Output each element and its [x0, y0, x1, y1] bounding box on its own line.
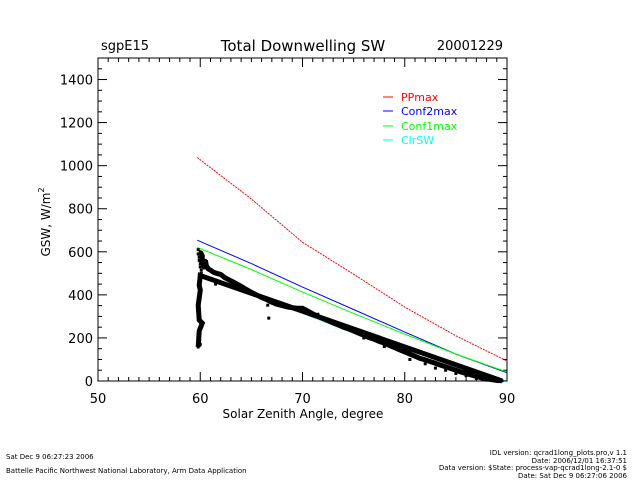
date-label: 20001229 — [437, 39, 503, 54]
y-tick-label: 1000 — [60, 160, 93, 175]
scatter-point — [198, 265, 202, 269]
x-tick-label: 80 — [396, 392, 413, 407]
footer-right-idl-date: Date: 2006/12/01 16:37:51 — [532, 457, 627, 465]
y-tick-label: 0 — [85, 375, 93, 390]
series-line-conf2max — [197, 239, 508, 374]
scatter-point — [196, 248, 200, 252]
scatter-point — [199, 268, 203, 272]
scatter-point — [198, 250, 202, 254]
scatter-point — [197, 255, 201, 259]
svg-text:GSW, W/m2: GSW, W/m2 — [37, 187, 53, 256]
site-label: sgpE15 — [101, 39, 149, 54]
scatter-point — [433, 366, 437, 370]
scatter-point — [214, 282, 218, 286]
scatter-point — [423, 362, 427, 366]
scatter-point — [196, 252, 200, 256]
scatter-point — [408, 357, 412, 361]
footer-right-data-date: Date: Sat Dec 9 06:27:06 2006 — [518, 472, 627, 480]
y-axis-label-base: GSW, W/m — [39, 193, 53, 257]
scatter-point — [454, 371, 458, 375]
x-axis-label: Solar Zenith Angle, degree — [223, 407, 384, 421]
scatter-dense-band — [195, 250, 503, 384]
y-tick-label: 200 — [68, 332, 93, 347]
y-tick-label: 800 — [68, 203, 93, 218]
y-tick-label: 600 — [68, 246, 93, 261]
y-axis-label-sup: 2 — [37, 187, 46, 192]
scatter-point — [444, 368, 448, 372]
legend-label-ppmax: PPmax — [401, 91, 439, 104]
scatter-point — [382, 345, 386, 349]
footer-right-data-version: Data version: $State: process-vap-qcrad1… — [439, 464, 627, 472]
scatter-point — [198, 262, 202, 266]
legend-label-clrsw: ClrSW — [401, 134, 434, 147]
x-tick-label: 90 — [499, 392, 516, 407]
series-line-conf1max — [197, 246, 508, 373]
scatter-point — [266, 303, 270, 307]
plot-frame — [97, 57, 508, 382]
chart-title: Total Downwelling SW — [220, 37, 386, 55]
legend: PPmax Conf2max Conf1max ClrSW — [383, 91, 458, 147]
scatter-points — [195, 248, 504, 384]
y-tick-label: 400 — [68, 289, 93, 304]
y-axis-label: GSW, W/m2 — [37, 187, 53, 256]
x-tick-label: 60 — [192, 392, 209, 407]
footer-left-timestamp: Sat Dec 9 06:27:23 2006 — [6, 453, 94, 461]
series-lines — [196, 157, 508, 382]
series-line-ppmax — [196, 157, 508, 362]
scatter-point — [197, 258, 201, 262]
x-tick-label: 70 — [294, 392, 311, 407]
footer-right-idl-version: IDL version: qcrad1long_plots.pro,v 1.1 — [490, 449, 627, 457]
legend-label-conf1max: Conf1max — [401, 120, 458, 133]
y-tick-label: 1200 — [60, 117, 93, 132]
legend-label-conf2max: Conf2max — [401, 105, 458, 118]
y-tick-label: 1400 — [60, 74, 93, 89]
axis-ticks: 50 60 70 80 90 0 200 400 600 800 1000 1200 1400 — [60, 57, 516, 407]
footer-left-org: Battelle Pacific Northwest National Labo… — [6, 467, 247, 475]
x-tick-label: 50 — [90, 392, 107, 407]
scatter-point — [267, 316, 271, 320]
